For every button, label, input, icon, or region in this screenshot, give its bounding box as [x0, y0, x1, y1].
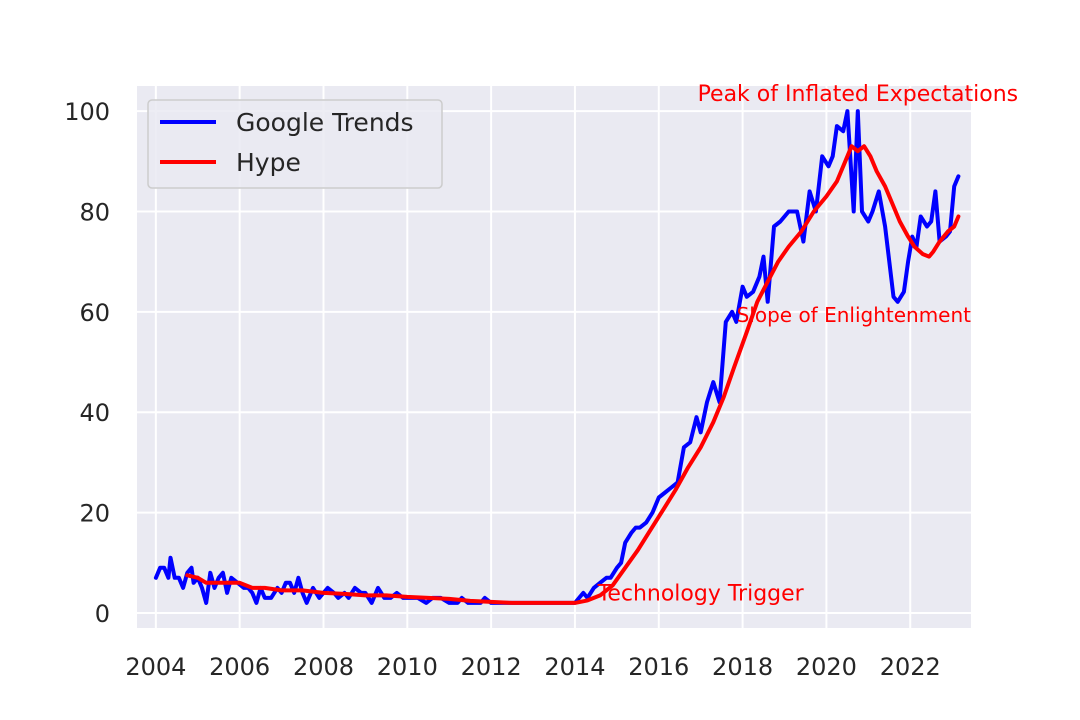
x-tick-label: 2016	[628, 653, 689, 681]
x-tick-label: 2022	[880, 653, 941, 681]
y-axis-ticks: 0 20 40 60 80 100	[64, 98, 110, 628]
x-tick-label: 2014	[544, 653, 605, 681]
x-axis-ticks: 2004 2006 2008 2010 2012 2014 2016 2018 2020 2022	[125, 653, 940, 681]
y-tick-label: 100	[64, 98, 110, 126]
annotation-slope-of-enlightenment: Slope of Enlightenment	[737, 303, 972, 327]
legend-label-google-trends: Google Trends	[236, 108, 414, 137]
series-layer	[153, 109, 961, 605]
annotation-peak-of-inflated-expectations: Peak of Inflated Expectations	[698, 82, 1019, 107]
x-tick-label: 2006	[209, 653, 270, 681]
x-tick-label: 2018	[712, 653, 773, 681]
y-tick-label: 20	[79, 500, 110, 528]
legend-box	[147, 99, 443, 189]
legend: Google Trends Hype	[147, 99, 443, 189]
x-tick-label: 2008	[293, 653, 354, 681]
x-tick-label: 2010	[377, 653, 438, 681]
y-tick-label: 0	[95, 600, 110, 628]
x-tick-label: 2012	[461, 653, 522, 681]
y-tick-label: 60	[79, 299, 110, 327]
x-tick-label: 2020	[796, 653, 857, 681]
x-tick-label: 2004	[125, 653, 186, 681]
annotation-technology-trigger: Technology Trigger	[597, 581, 805, 606]
series-line-hype	[185, 144, 961, 605]
annotations: Peak of Inflated Expectations Slope of En…	[597, 82, 1018, 606]
series-line-google-trends	[153, 109, 961, 605]
legend-label-hype: Hype	[236, 148, 301, 177]
y-tick-label: 40	[79, 399, 110, 427]
y-tick-label: 80	[79, 198, 110, 226]
